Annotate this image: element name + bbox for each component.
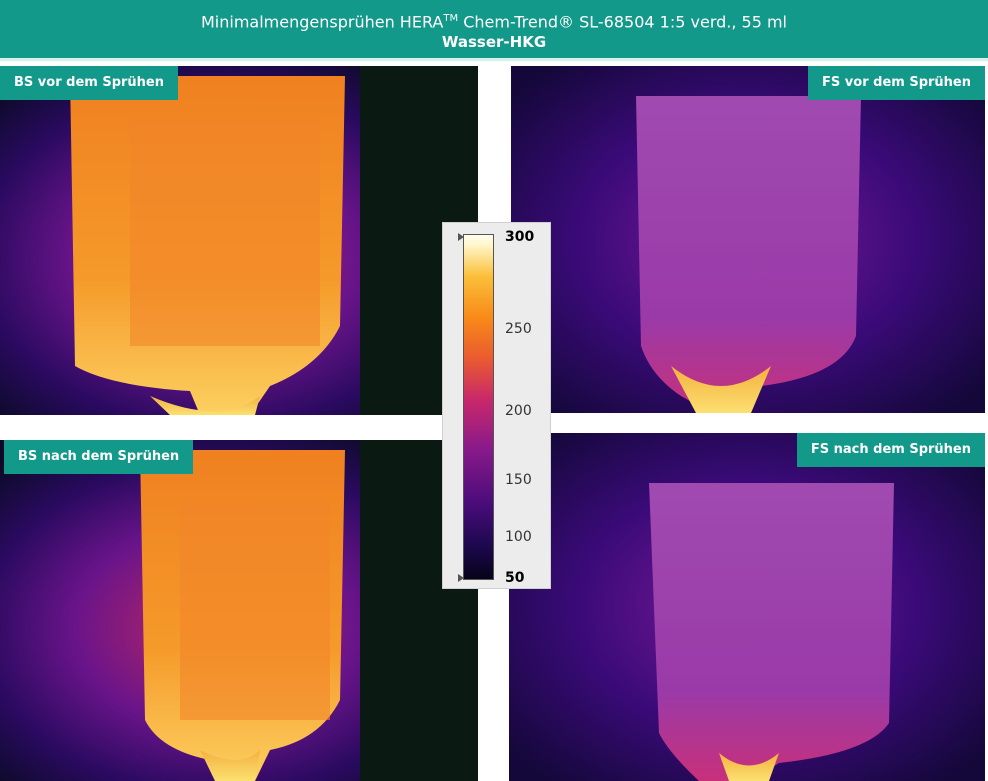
thermal-image: BS nach dem Sprühen [0,440,478,781]
colorbar-tick-label: 250 [505,321,532,337]
title-prefix: Minimalmengensprühen HERA [201,12,444,32]
colorbar-gradient [463,234,494,580]
thermal-image: FS nach dem Sprühen [509,433,985,781]
trademark: TM [443,13,459,24]
thermal-image: FS vor dem Sprühen [511,66,985,413]
max-marker [458,233,464,241]
colorbar-tick-label: 200 [505,403,532,419]
thermal-svg [509,433,985,781]
colorbar: 300 50 250 200 150 100 [442,222,551,589]
panel-label: BS vor dem Sprühen [0,66,178,100]
panel-label: FS vor dem Sprühen [808,66,985,100]
panel-label: FS nach dem Sprühen [796,433,985,467]
subtitle: Wasser-HKG [441,33,547,52]
colorbar-tick-label: 100 [505,529,532,545]
thermal-svg [0,66,478,415]
title: Minimalmengensprühen HERATM Chem-Trend® … [0,9,988,32]
header: Minimalmengensprühen HERATM Chem-Trend® … [0,0,988,61]
thermal-image: BS vor dem Sprühen [0,66,478,415]
panel-label: BS nach dem Sprühen [4,440,194,474]
colorbar-max: 300 [505,229,535,245]
colorbar-min: 50 [505,570,525,586]
thermal-svg [0,440,478,781]
colorbar-tick-label: 150 [505,472,532,488]
min-marker [458,574,464,582]
thermal-svg [511,66,985,413]
title-suffix: Chem-Trend® SL-68504 1:5 verd., 55 ml [458,12,787,32]
